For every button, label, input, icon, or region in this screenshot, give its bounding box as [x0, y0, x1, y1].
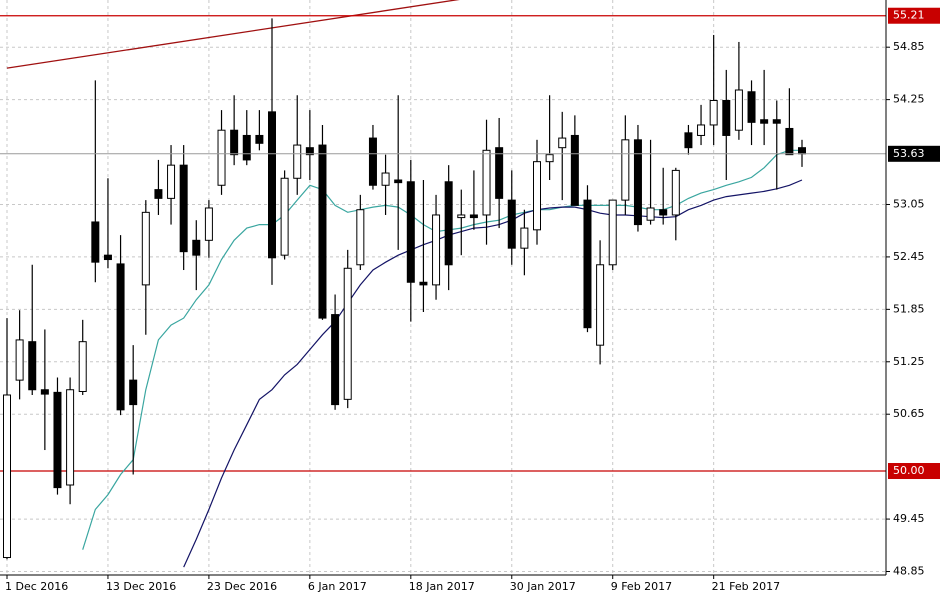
- candle-body: [343, 267, 352, 400]
- x-tick-label: 1 Dec 2016: [5, 580, 68, 593]
- y-tick-label: 51.85: [893, 302, 925, 315]
- y-tick-label: 50.65: [893, 407, 925, 420]
- x-tick-label: 6 Jan 2017: [308, 580, 367, 593]
- candle-body: [280, 177, 289, 256]
- candle-body: [760, 119, 769, 124]
- candle-body: [697, 124, 706, 136]
- y-tick-label: 53.05: [893, 197, 925, 210]
- candle-body: [406, 181, 415, 283]
- candle-body: [659, 209, 668, 216]
- candle-body: [368, 137, 377, 186]
- candle-body: [432, 214, 441, 286]
- candle-body: [78, 341, 87, 392]
- moving-average: [183, 179, 803, 568]
- candle-body: [621, 139, 630, 201]
- x-tick-label: 21 Feb 2017: [712, 580, 780, 593]
- y-tick-label: 48.85: [893, 565, 925, 578]
- candle-body: [179, 164, 188, 253]
- candle-body: [608, 199, 617, 266]
- candle-body: [129, 379, 138, 406]
- current-price-label: 53.63: [893, 147, 925, 160]
- y-tick-label: 54.25: [893, 93, 925, 106]
- candle-body: [734, 89, 743, 131]
- candle-body: [709, 99, 718, 126]
- y-tick-label: 54.85: [893, 40, 925, 53]
- x-tick-label: 23 Dec 2016: [207, 580, 277, 593]
- x-tick-label: 30 Jan 2017: [510, 580, 576, 593]
- x-tick-label: 9 Feb 2017: [611, 580, 672, 593]
- x-tick-label: 13 Dec 2016: [106, 580, 176, 593]
- candle-body: [217, 129, 226, 186]
- y-tick-label: 51.25: [893, 355, 925, 368]
- level-label: 50.00: [893, 464, 925, 477]
- y-tick-label: 52.45: [893, 250, 925, 263]
- candle-body: [40, 389, 49, 395]
- plot-area: [0, 0, 886, 568]
- candle-body: [583, 199, 592, 329]
- candle-body: [798, 147, 806, 155]
- candle-body: [457, 214, 466, 219]
- trendline: [6, 0, 460, 69]
- y-tick-label: 49.45: [893, 512, 925, 525]
- level-label-box: [888, 7, 940, 24]
- level-label-box: [888, 463, 940, 480]
- candle-body: [141, 211, 150, 286]
- candle-body: [154, 189, 163, 199]
- candle-body: [722, 99, 731, 136]
- current-price-box: [888, 145, 940, 162]
- moving-average: [82, 149, 802, 550]
- axis-labels: 48.85 49.45 50.65 51.25 51.85 52.45 53.05 54.25…: [5, 7, 940, 593]
- candle-body: [444, 181, 453, 266]
- candle-body: [520, 227, 529, 249]
- candle-body: [192, 239, 201, 256]
- candle-body: [91, 221, 100, 263]
- candle-body: [419, 281, 428, 286]
- candle-body: [3, 394, 11, 559]
- candle-body: [15, 339, 24, 381]
- candle-body: [570, 134, 579, 206]
- candle-body: [596, 264, 605, 346]
- candle-body: [230, 129, 239, 156]
- candle-body: [28, 341, 37, 391]
- candle-body: [684, 132, 693, 149]
- candle-body: [772, 119, 781, 124]
- candle-body: [381, 172, 390, 186]
- candle-body: [482, 149, 491, 216]
- candle-body: [255, 134, 264, 144]
- candle-body: [469, 214, 478, 219]
- candle-body: [533, 161, 541, 231]
- candle-body: [331, 314, 340, 406]
- candle-body: [116, 263, 125, 411]
- candle-body: [53, 391, 62, 489]
- candle-body: [66, 389, 75, 486]
- candle-body: [558, 137, 567, 149]
- candle-body: [305, 147, 314, 156]
- x-tick-label: 18 Jan 2017: [409, 580, 475, 593]
- candle-body: [507, 199, 516, 249]
- candle-body: [242, 134, 251, 161]
- candle-body: [633, 139, 642, 226]
- candle-body: [646, 207, 655, 221]
- candle-body: [318, 144, 327, 319]
- candle-body: [545, 154, 554, 163]
- candle-body: [747, 91, 756, 123]
- candle-body: [785, 127, 794, 156]
- candle-body: [293, 144, 302, 179]
- candle-body: [204, 207, 213, 241]
- candle-body: [671, 169, 680, 216]
- candle-body: [268, 111, 276, 259]
- candle-body: [103, 254, 112, 261]
- candle-body: [356, 209, 365, 266]
- candle-body: [167, 164, 176, 199]
- candle-body: [495, 147, 504, 199]
- level-label: 55.21: [893, 9, 925, 22]
- candle-body: [394, 179, 403, 184]
